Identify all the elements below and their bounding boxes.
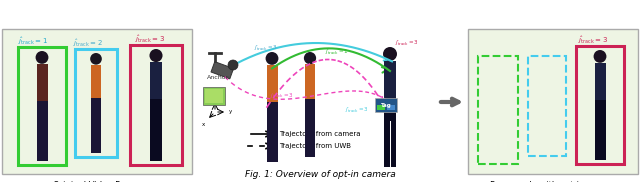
Text: y: y	[229, 110, 232, 114]
Bar	[2, 29, 192, 174]
Bar	[205, 89, 223, 103]
Text: z: z	[214, 93, 216, 98]
Bar	[211, 62, 234, 79]
Bar	[468, 29, 638, 174]
Polygon shape	[97, 115, 101, 153]
Text: Fig. 1: Overview of opt-in camera: Fig. 1: Overview of opt-in camera	[244, 170, 396, 179]
Text: $\hat{\jmath}_{\rm track}=3$: $\hat{\jmath}_{\rm track}=3$	[395, 38, 419, 48]
Text: $\hat{\jmath}_{\rm track}=2$: $\hat{\jmath}_{\rm track}=2$	[73, 38, 103, 49]
Polygon shape	[305, 99, 316, 117]
Circle shape	[228, 60, 238, 70]
Text: $\hat{\jmath}_{\rm track}=3$: $\hat{\jmath}_{\rm track}=3$	[135, 34, 165, 45]
Bar	[18, 47, 66, 165]
Polygon shape	[42, 119, 47, 161]
Bar	[576, 46, 624, 164]
Text: $\hat{\jmath}_{\rm track}=3$: $\hat{\jmath}_{\rm track}=3$	[578, 35, 608, 46]
Polygon shape	[305, 64, 316, 99]
Text: $\hat{\jmath}_{\rm track}=3$: $\hat{\jmath}_{\rm track}=3$	[345, 105, 369, 115]
Polygon shape	[91, 115, 95, 153]
Text: Anchor: Anchor	[207, 75, 229, 80]
Text: Trajectory from camera: Trajectory from camera	[279, 131, 360, 137]
Circle shape	[90, 53, 102, 65]
Polygon shape	[150, 62, 161, 99]
Polygon shape	[36, 119, 42, 161]
Bar	[203, 87, 225, 105]
Text: $\hat{\jmath}_{\rm track}=1$: $\hat{\jmath}_{\rm track}=1$	[18, 36, 48, 47]
Polygon shape	[266, 102, 278, 120]
Bar	[377, 105, 385, 110]
Text: Tag: Tag	[381, 102, 392, 108]
Bar	[130, 45, 182, 165]
Circle shape	[36, 51, 49, 64]
Circle shape	[304, 52, 316, 64]
Circle shape	[150, 49, 163, 62]
Text: $j_{\rm track}=3$: $j_{\rm track}=3$	[270, 91, 294, 100]
Text: $\hat{\jmath}_{\rm track}=1$: $\hat{\jmath}_{\rm track}=1$	[325, 47, 349, 57]
Polygon shape	[390, 121, 396, 167]
Polygon shape	[595, 118, 600, 160]
Polygon shape	[310, 117, 316, 157]
Circle shape	[593, 50, 607, 63]
Polygon shape	[305, 117, 310, 157]
Polygon shape	[150, 118, 156, 161]
Bar	[478, 56, 518, 164]
Polygon shape	[273, 120, 278, 162]
Polygon shape	[384, 121, 390, 167]
Polygon shape	[384, 61, 396, 101]
Bar	[387, 105, 395, 110]
Circle shape	[383, 47, 397, 61]
Text: Frame only with opt-in person: Frame only with opt-in person	[490, 181, 616, 182]
Polygon shape	[36, 100, 47, 119]
Polygon shape	[156, 118, 161, 161]
Polygon shape	[150, 99, 161, 118]
Polygon shape	[600, 118, 605, 160]
Polygon shape	[595, 63, 605, 100]
Polygon shape	[266, 65, 278, 102]
Bar	[75, 49, 117, 157]
Text: Original Video Frame: Original Video Frame	[53, 181, 141, 182]
Text: x: x	[202, 122, 205, 127]
Polygon shape	[595, 100, 605, 118]
Text: Frame: Frame	[539, 181, 568, 182]
Text: Trajectory from UWB: Trajectory from UWB	[279, 143, 351, 149]
Polygon shape	[91, 65, 101, 98]
Text: $\hat{\jmath}_{\rm track}=3$: $\hat{\jmath}_{\rm track}=3$	[254, 43, 278, 53]
Bar	[528, 56, 566, 156]
Polygon shape	[266, 120, 271, 162]
Circle shape	[266, 52, 278, 65]
Polygon shape	[91, 98, 101, 115]
Bar	[375, 98, 397, 112]
Polygon shape	[36, 64, 47, 100]
Polygon shape	[384, 101, 396, 121]
